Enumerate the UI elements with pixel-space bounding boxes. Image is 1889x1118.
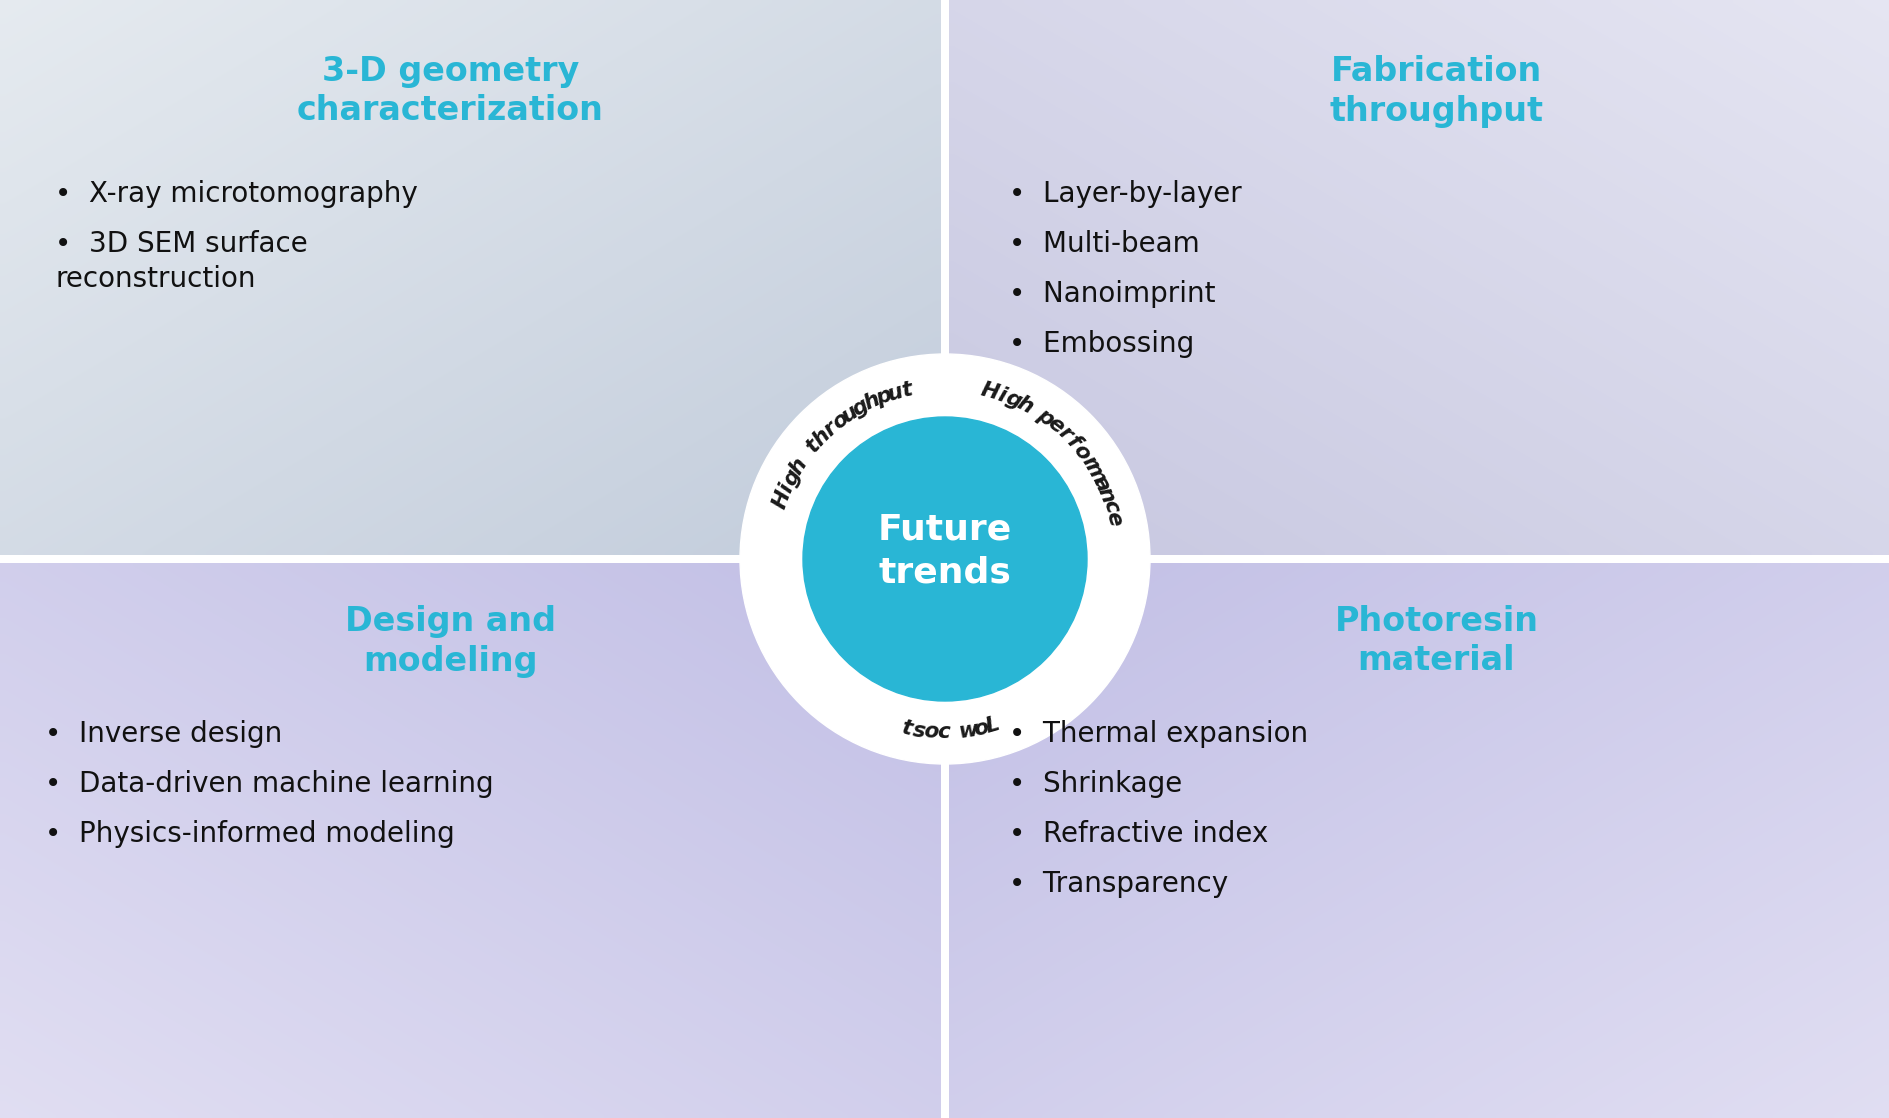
Text: g: g bbox=[848, 395, 873, 419]
Text: 3-D geometry
characterization: 3-D geometry characterization bbox=[297, 55, 604, 127]
Text: o: o bbox=[971, 718, 990, 740]
Text: Photoresin
material: Photoresin material bbox=[1334, 605, 1538, 678]
Text: p: p bbox=[1033, 405, 1058, 430]
Circle shape bbox=[740, 354, 1149, 764]
Text: g: g bbox=[1001, 387, 1024, 411]
Text: •  Thermal expansion: • Thermal expansion bbox=[1009, 720, 1307, 748]
Text: o: o bbox=[1069, 440, 1094, 464]
Text: h: h bbox=[808, 425, 833, 449]
Text: h: h bbox=[859, 389, 882, 414]
Text: •  Embossing: • Embossing bbox=[1009, 330, 1194, 358]
Text: i: i bbox=[994, 385, 1009, 406]
Text: m: m bbox=[1081, 458, 1109, 487]
Text: e: e bbox=[1101, 509, 1124, 528]
Text: r: r bbox=[820, 418, 841, 439]
Text: a: a bbox=[1088, 473, 1113, 494]
Text: L: L bbox=[982, 714, 1001, 737]
Text: t: t bbox=[899, 379, 914, 400]
Text: g: g bbox=[780, 465, 805, 489]
Text: Design and
modeling: Design and modeling bbox=[346, 605, 555, 678]
Text: h: h bbox=[786, 455, 810, 479]
Text: •  X-ray microtomography: • X-ray microtomography bbox=[55, 180, 417, 208]
Text: •  Shrinkage: • Shrinkage bbox=[1009, 770, 1183, 798]
Text: H: H bbox=[769, 487, 793, 512]
Text: r: r bbox=[1077, 452, 1099, 472]
Text: t: t bbox=[899, 718, 914, 739]
Text: •  Nanoimprint: • Nanoimprint bbox=[1009, 280, 1215, 307]
Text: s: s bbox=[910, 720, 926, 741]
Text: c: c bbox=[937, 722, 950, 742]
Text: o: o bbox=[922, 721, 939, 742]
Text: c: c bbox=[1098, 498, 1122, 515]
Text: t: t bbox=[801, 436, 824, 457]
Text: •  Refractive index: • Refractive index bbox=[1009, 819, 1268, 847]
Text: •  Transparency: • Transparency bbox=[1009, 870, 1228, 898]
Text: r: r bbox=[1054, 423, 1075, 445]
Text: u: u bbox=[884, 381, 905, 405]
Text: •  Physics-informed modeling: • Physics-informed modeling bbox=[45, 819, 455, 847]
Text: •  Multi-beam: • Multi-beam bbox=[1009, 230, 1200, 258]
Text: H: H bbox=[979, 379, 1001, 404]
Text: f: f bbox=[1062, 433, 1084, 453]
Text: p: p bbox=[873, 385, 893, 409]
Text: •  3D SEM surface
reconstruction: • 3D SEM surface reconstruction bbox=[55, 230, 308, 293]
Text: •  Layer-by-layer: • Layer-by-layer bbox=[1009, 180, 1241, 208]
Text: i: i bbox=[776, 481, 797, 495]
Text: o: o bbox=[827, 408, 852, 434]
Text: Future
trends: Future trends bbox=[876, 513, 1013, 589]
Circle shape bbox=[803, 417, 1086, 701]
Text: Fabrication
throughput: Fabrication throughput bbox=[1328, 55, 1543, 127]
Text: •  Inverse design: • Inverse design bbox=[45, 720, 281, 748]
Text: h: h bbox=[1013, 392, 1035, 417]
Text: n: n bbox=[1094, 484, 1118, 505]
Text: e: e bbox=[1043, 413, 1067, 437]
Text: •  Data-driven machine learning: • Data-driven machine learning bbox=[45, 770, 493, 798]
Text: u: u bbox=[839, 401, 861, 426]
Text: w: w bbox=[958, 720, 979, 742]
